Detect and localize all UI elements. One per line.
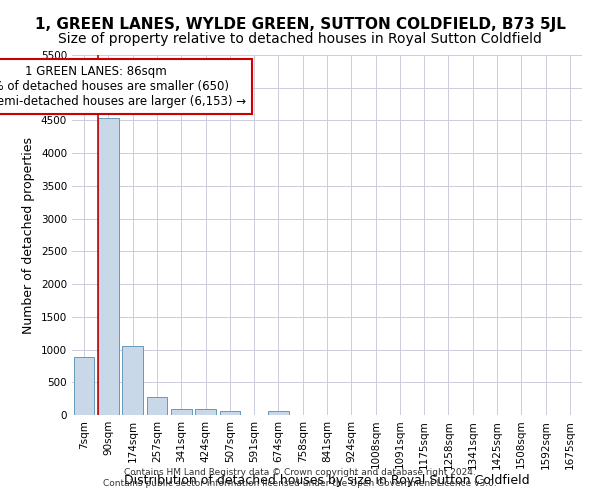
Text: Contains HM Land Registry data © Crown copyright and database right 2024.
Contai: Contains HM Land Registry data © Crown c… — [103, 468, 497, 487]
Bar — [74, 358, 94, 415]
X-axis label: Distribution of detached houses by size in Royal Sutton Coldfield: Distribution of detached houses by size … — [124, 474, 530, 487]
Bar — [122, 346, 143, 415]
Text: Size of property relative to detached houses in Royal Sutton Coldfield: Size of property relative to detached ho… — [58, 32, 542, 46]
Bar — [171, 409, 191, 415]
Bar — [98, 118, 119, 415]
Bar — [220, 411, 240, 415]
Bar — [268, 412, 289, 415]
Text: 1, GREEN LANES, WYLDE GREEN, SUTTON COLDFIELD, B73 5JL: 1, GREEN LANES, WYLDE GREEN, SUTTON COLD… — [35, 18, 565, 32]
Text: 1 GREEN LANES: 86sqm
← 10% of detached houses are smaller (650)
90% of semi-deta: 1 GREEN LANES: 86sqm ← 10% of detached h… — [0, 65, 247, 108]
Bar — [195, 409, 216, 415]
Y-axis label: Number of detached properties: Number of detached properties — [22, 136, 35, 334]
Bar — [146, 396, 167, 415]
